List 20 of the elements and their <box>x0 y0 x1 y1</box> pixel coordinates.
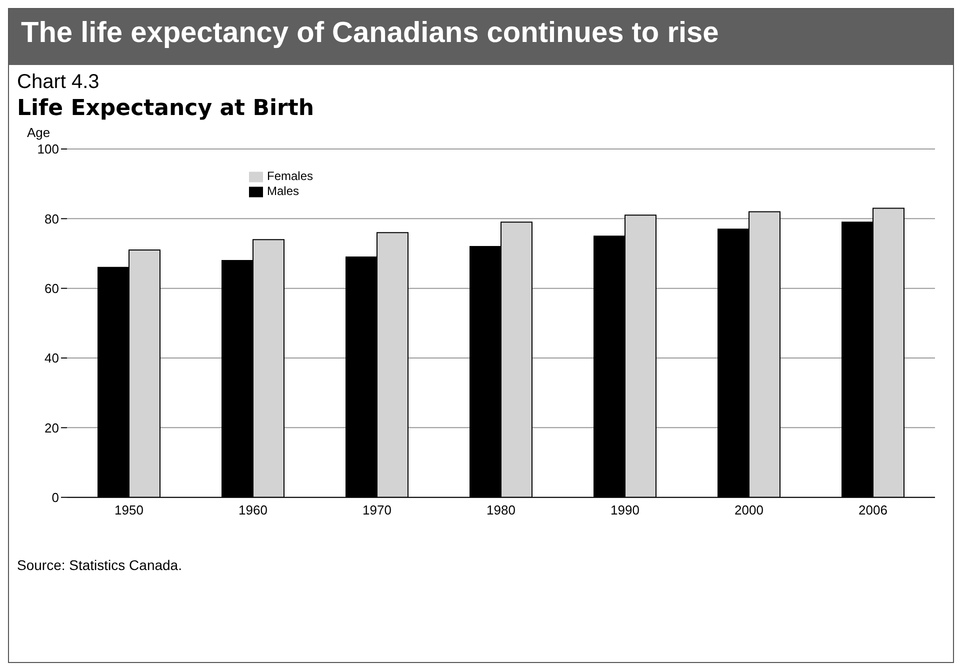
y-tick-label: 40 <box>44 350 59 366</box>
caption: Chart 4.3 <box>16 70 100 94</box>
chart-subtitle: Life Expectancy at Birth <box>16 95 316 121</box>
chart-title: The life expectancy of Canadians continues to rise <box>9 9 953 65</box>
y-tick-label: 60 <box>44 280 59 296</box>
y-tick-label: 0 <box>52 490 59 505</box>
x-tick-label: 1950 <box>114 502 144 518</box>
x-tick-label: 1960 <box>238 502 268 518</box>
legend-label: Males <box>267 184 300 198</box>
x-tick-label: 1970 <box>362 502 392 518</box>
y-tick-label: 20 <box>44 420 59 436</box>
y-tick-label: 80 <box>44 211 59 226</box>
x-tick-label: 1980 <box>486 502 516 518</box>
x-tick-label: 2000 <box>734 502 764 518</box>
x-tick-label: 1990 <box>610 502 640 518</box>
source-note: Source: Statistics Canada. <box>16 557 183 573</box>
legend-label: Females <box>267 169 314 183</box>
y-tick-label: 100 <box>37 142 59 157</box>
x-tick-label: 2006 <box>858 502 888 518</box>
y-axis-title: Age <box>26 124 52 140</box>
